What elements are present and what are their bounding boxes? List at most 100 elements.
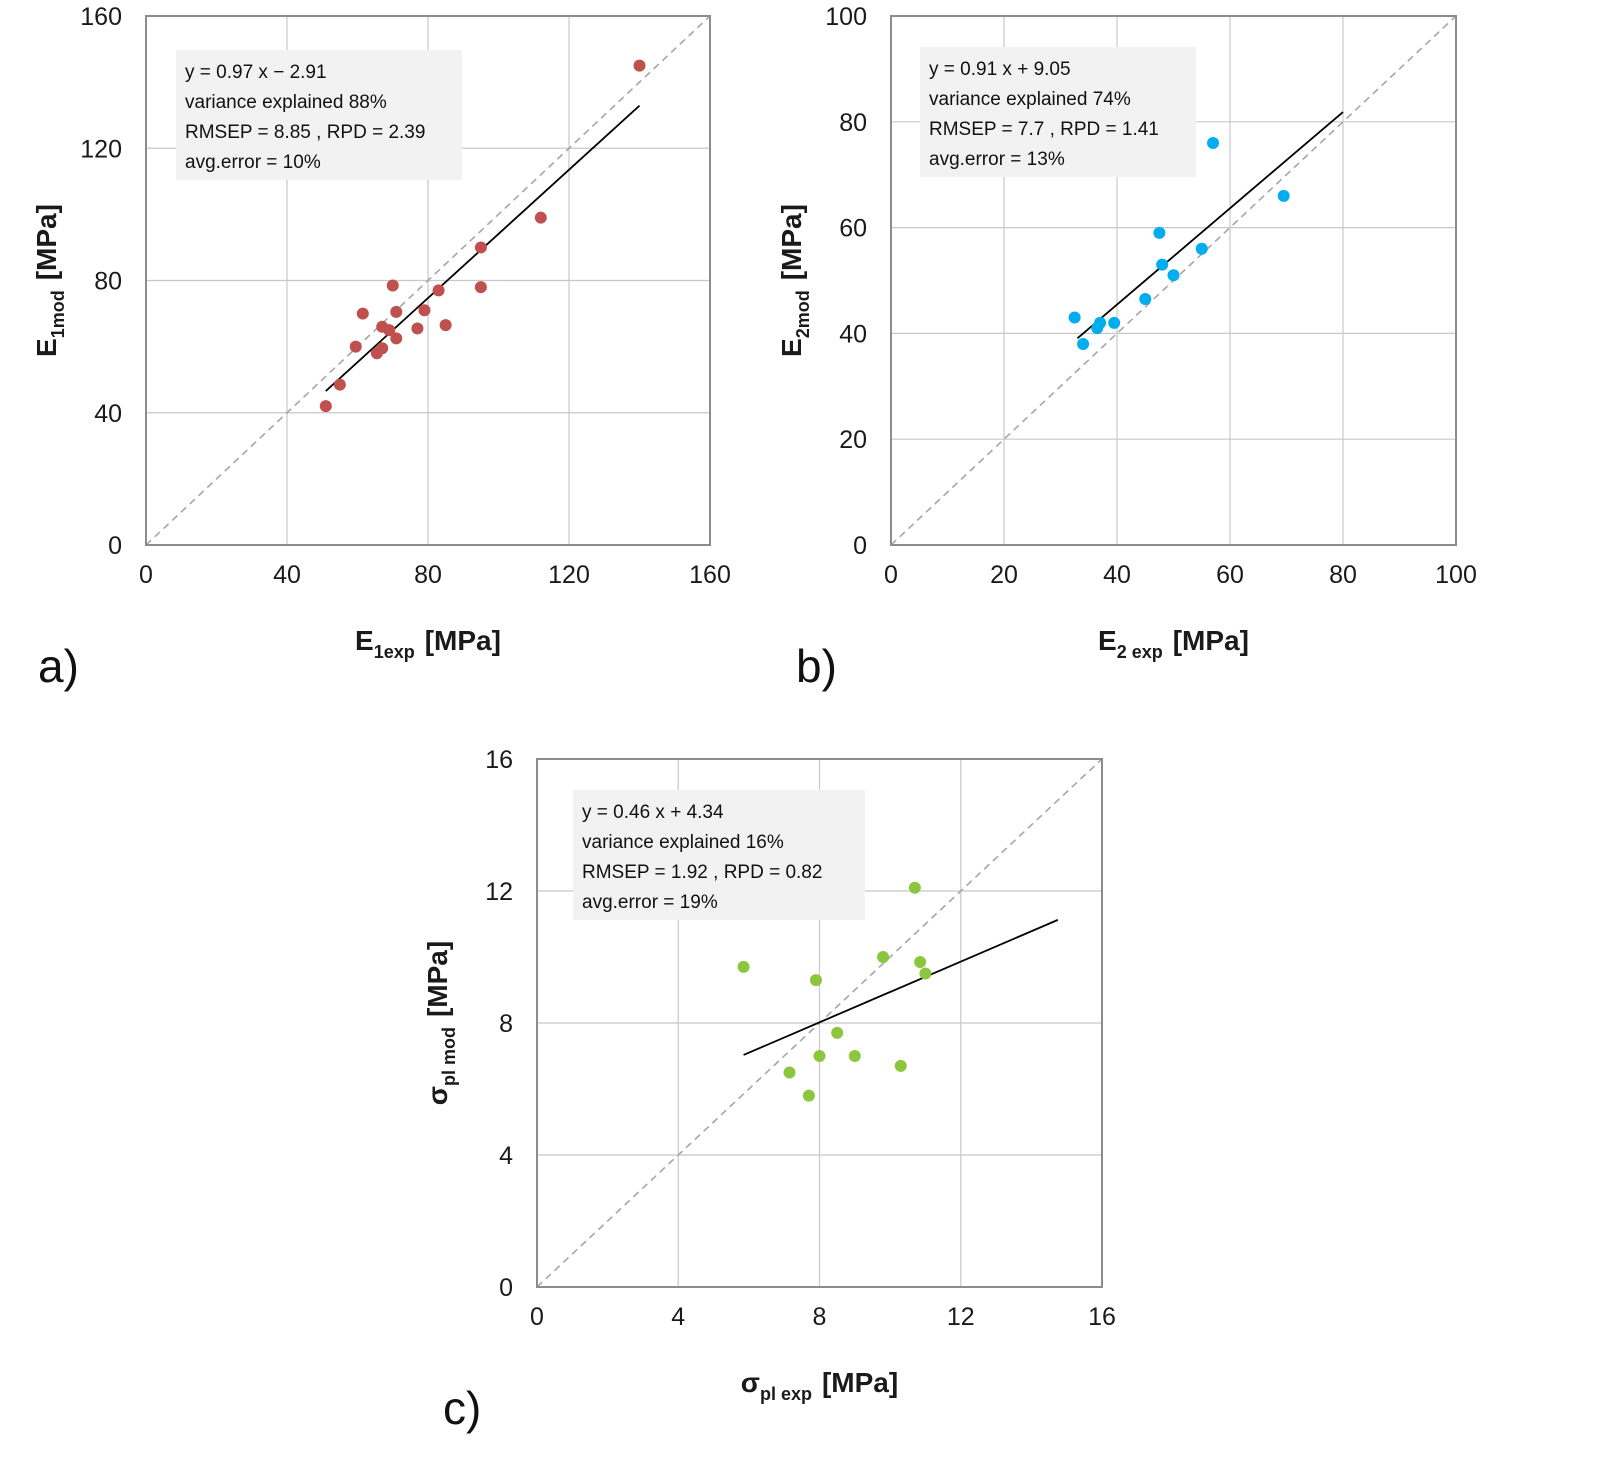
x-tick-label: 8 (813, 1303, 827, 1331)
y-tick-label: 100 (825, 3, 867, 31)
data-point (737, 960, 750, 973)
y-axis-title: E2mod[MPa] (776, 204, 813, 357)
annotation-text: y = 0.46 x + 4.34 (582, 802, 724, 823)
x-tick-label: 120 (548, 561, 590, 589)
data-point (802, 1089, 815, 1102)
data-point (1167, 269, 1180, 282)
plot-frame (536, 758, 1103, 1288)
data-point (534, 211, 547, 224)
annotation-text: variance explained 74% (929, 89, 1131, 110)
panel-label: a) (38, 640, 79, 692)
data-point (908, 881, 921, 894)
x-tick-label: 12 (947, 1303, 975, 1331)
x-tick-label: 40 (1103, 561, 1131, 589)
x-tick-label: 0 (530, 1303, 544, 1331)
data-point (386, 279, 399, 292)
data-point (376, 320, 389, 333)
regression-line (743, 919, 1059, 1056)
data-point (418, 304, 431, 317)
annotation-box (176, 50, 462, 180)
data-point (1156, 258, 1169, 271)
data-point (1068, 311, 1081, 324)
data-point (349, 340, 362, 353)
x-axis-title: σpl exp [MPa] (741, 1367, 898, 1404)
data-point (1108, 316, 1121, 329)
data-point (474, 241, 487, 254)
data-point (783, 1066, 796, 1079)
x-tick-label: 16 (1088, 1303, 1116, 1331)
y-tick-label: 40 (94, 400, 122, 428)
identity-line (145, 15, 711, 546)
data-point (1091, 322, 1104, 335)
annotation-text: variance explained 88% (185, 92, 387, 113)
annotation-text: y = 0.91 x + 9.05 (929, 59, 1071, 80)
y-tick-label: 0 (499, 1274, 513, 1302)
data-point (848, 1050, 861, 1062)
data-point (894, 1059, 907, 1072)
x-tick-label: 20 (990, 561, 1018, 589)
data-point (1277, 189, 1290, 202)
y-tick-label: 8 (499, 1010, 513, 1038)
data-point (1153, 226, 1166, 239)
data-point (1139, 293, 1152, 306)
data-point (411, 322, 424, 335)
y-tick-label: 16 (485, 746, 513, 774)
panel-label: b) (796, 640, 837, 692)
y-tick-label: 12 (485, 878, 513, 906)
data-point (319, 400, 332, 413)
y-tick-label: 20 (839, 426, 867, 454)
x-tick-label: 80 (1329, 561, 1357, 589)
y-tick-label: 120 (80, 135, 122, 163)
data-point (370, 347, 383, 360)
data-point (877, 951, 890, 963)
data-point (914, 955, 927, 968)
data-point (1195, 242, 1208, 255)
data-point (831, 1026, 844, 1039)
data-point (474, 281, 487, 294)
x-tick-label: 40 (273, 561, 301, 589)
y-tick-label: 0 (108, 532, 122, 560)
data-point (1207, 136, 1220, 149)
data-point (813, 1050, 826, 1062)
y-tick-label: 80 (94, 268, 122, 296)
data-point (633, 59, 646, 72)
x-tick-label: 80 (414, 561, 442, 589)
y-tick-label: 0 (853, 532, 867, 560)
data-point (432, 284, 445, 297)
data-point (390, 305, 403, 318)
y-axis-title: σpl mod[MPa] (422, 941, 459, 1105)
annotation-box (573, 790, 865, 920)
y-tick-label: 40 (839, 320, 867, 348)
annotation-text: avg.error = 13% (929, 149, 1065, 170)
data-point (390, 332, 403, 345)
panel-b: 0 20 40 60 80 100 0 20 40 60 80 100 y = 0.91 x + 9.0… (776, 3, 1477, 692)
data-point (439, 319, 452, 332)
panel-label: c) (443, 1382, 481, 1434)
data-point (356, 307, 369, 320)
plot-frame (145, 15, 711, 546)
x-tick-label: 0 (884, 561, 898, 589)
y-tick-label: 60 (839, 215, 867, 243)
data-point (919, 967, 932, 980)
plot-frame (890, 15, 1457, 546)
annotation-text: RMSEP = 1.92 , RPD = 0.82 (582, 862, 822, 883)
x-tick-label: 4 (671, 1303, 685, 1331)
annotation-text: avg.error = 19% (582, 892, 718, 913)
annotation-box (920, 47, 1196, 177)
x-axis-title: E2 exp [MPa] (1098, 625, 1249, 662)
annotation-text: RMSEP = 7.7 , RPD = 1.41 (929, 119, 1159, 140)
annotation-text: avg.error = 10% (185, 152, 321, 173)
y-tick-label: 4 (499, 1142, 513, 1170)
data-point (1077, 337, 1090, 350)
panel-c: 0 4 8 12 16 0 4 8 12 16 y = 0.46 x + 4.34 variance … (422, 746, 1116, 1434)
data-point (333, 378, 346, 391)
x-axis-title: E1exp [MPa] (355, 625, 501, 662)
y-tick-label: 80 (839, 109, 867, 137)
annotation-text: y = 0.97 x − 2.91 (185, 62, 327, 83)
y-axis-title: E1mod[MPa] (31, 204, 68, 357)
y-tick-label: 160 (80, 3, 122, 31)
annotation-text: RMSEP = 8.85 , RPD = 2.39 (185, 122, 425, 143)
x-tick-label: 100 (1435, 561, 1477, 589)
annotation-text: variance explained 16% (582, 832, 784, 853)
